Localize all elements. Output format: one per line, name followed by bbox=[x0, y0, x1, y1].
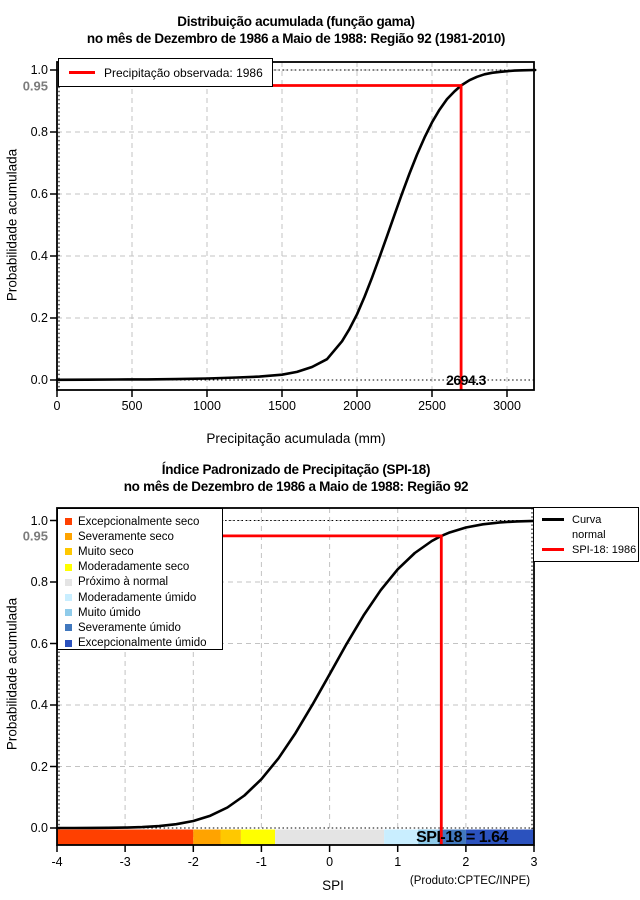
legend-item: Excepcionalmente seco bbox=[65, 514, 222, 529]
legend-swatch bbox=[65, 609, 72, 617]
category-band bbox=[220, 829, 241, 845]
legend-line-sample bbox=[542, 548, 564, 551]
y-tick-label: 0.2 bbox=[30, 311, 48, 325]
category-band bbox=[193, 829, 221, 845]
cdf-curve bbox=[55, 519, 536, 830]
prob-highlight-label: 0.95 bbox=[22, 78, 48, 93]
x-axis-label: SPI bbox=[322, 878, 344, 893]
legend-item: Severamente úmido bbox=[65, 620, 222, 635]
x-tick-label: 500 bbox=[121, 399, 143, 413]
legend-item-label: Moderadamente úmido bbox=[78, 591, 197, 604]
y-tick-label: 1.0 bbox=[30, 63, 48, 77]
legend-item-label: Excepcionalmente seco bbox=[78, 515, 200, 528]
category-legend: Excepcionalmente seco Severamente seco Mui… bbox=[57, 508, 223, 650]
x-tick-label: 2000 bbox=[343, 399, 371, 413]
y-tick-label: 0.6 bbox=[30, 636, 48, 651]
category-band bbox=[57, 829, 194, 845]
x-tick-label: 3000 bbox=[493, 399, 521, 413]
y-tick-label: 0.4 bbox=[30, 698, 48, 712]
footer-credit: (Produto:CPTEC/INPE) bbox=[409, 875, 531, 887]
legend-swatch bbox=[65, 639, 72, 647]
legend-item: Muito úmido bbox=[65, 605, 222, 620]
x-tick-label: 2 bbox=[462, 855, 470, 869]
legend-item: Moderadamente úmido bbox=[65, 590, 222, 605]
cdf-curve bbox=[55, 68, 537, 382]
plot-border bbox=[56, 61, 535, 391]
x-tick-label: 0 bbox=[326, 855, 334, 869]
curves-legend: Curva normal SPI-18: 1986 bbox=[533, 507, 639, 562]
y-axis-label: Probabilidade acumulada bbox=[4, 597, 20, 751]
y-tick-label: 0.0 bbox=[30, 821, 48, 835]
highlight-line bbox=[273, 84, 463, 390]
legend-item-label: Precipitação observada: 1986 bbox=[104, 65, 263, 80]
x-tick-label: 1500 bbox=[268, 399, 296, 413]
spi-value-label: SPI-18 = 1.64 bbox=[416, 829, 508, 846]
legend-line-sample bbox=[69, 71, 95, 74]
prob-highlight-label: 0.95 bbox=[22, 528, 48, 544]
x-tick-label: -1 bbox=[255, 855, 267, 869]
legend-item-label: Muito úmido bbox=[78, 606, 141, 619]
chart-title: Índice Padronizado de Precipitação (SPI-… bbox=[161, 462, 431, 477]
legend-swatch bbox=[65, 563, 72, 571]
y-tick-label: 0.2 bbox=[30, 759, 48, 774]
x-axis-label: Precipitação acumulada (mm) bbox=[206, 431, 386, 446]
legend-swatch bbox=[65, 518, 72, 526]
chart-subtitle: no mês de Dezembro de 1986 a Maio de 198… bbox=[86, 31, 506, 46]
y-axis-label: Probabilidade acumulada bbox=[4, 148, 20, 302]
x-tick-label: 2500 bbox=[418, 399, 446, 413]
legend-swatch bbox=[65, 548, 72, 556]
y-tick-label: 0.8 bbox=[30, 575, 48, 589]
category-band bbox=[418, 829, 439, 845]
x-tick-label: 1 bbox=[394, 855, 402, 869]
x-tick-label: 0 bbox=[53, 399, 61, 413]
plot-border bbox=[56, 507, 535, 846]
precip-value-label: 2694.3 bbox=[446, 372, 486, 388]
legend-item-label: Excepcionalmente úmido bbox=[78, 637, 207, 650]
x-tick-label: -3 bbox=[119, 855, 131, 869]
observed-legend: Precipitação observada: 1986 bbox=[58, 58, 273, 87]
y-tick-label: 0.6 bbox=[30, 187, 48, 201]
legend-item: SPI-18: 1986 bbox=[534, 542, 638, 557]
legend-swatch bbox=[65, 624, 72, 632]
legend-item: Muito seco bbox=[65, 544, 222, 559]
category-band bbox=[465, 829, 534, 845]
y-tick-label: 0.8 bbox=[30, 125, 48, 139]
legend-item: Moderadamente seco bbox=[65, 560, 222, 575]
legend-item-label: Muito seco bbox=[78, 545, 134, 558]
x-tick-label: 3 bbox=[530, 855, 538, 869]
legend-item-label: Severamente seco bbox=[78, 530, 174, 543]
category-band bbox=[275, 829, 385, 845]
legend-item-label: Severamente úmido bbox=[78, 621, 181, 634]
legend-item-label: Curva bbox=[572, 513, 602, 526]
legend-item: Excepcionalmente úmido bbox=[65, 636, 222, 651]
legend-item-label: SPI-18: 1986 bbox=[572, 543, 637, 556]
y-tick-label: 0.0 bbox=[30, 373, 48, 387]
legend-line-sample bbox=[542, 518, 564, 521]
chart-title: Distribuição acumulada (função gama) bbox=[177, 14, 415, 29]
legend-item: Severamente seco bbox=[65, 529, 222, 544]
x-tick-label: -2 bbox=[187, 855, 199, 869]
chart-subtitle: no mês de Dezembro de 1986 a Maio de 198… bbox=[123, 479, 469, 494]
legend-item-label: Próximo à normal bbox=[78, 576, 169, 589]
x-tick-label: -4 bbox=[51, 855, 63, 869]
x-tick-label: 1000 bbox=[193, 399, 221, 413]
y-tick-label: 1.0 bbox=[30, 513, 48, 528]
y-tick-label: 0.4 bbox=[30, 249, 48, 263]
legend-swatch bbox=[65, 533, 72, 541]
legend-item: normal bbox=[534, 527, 638, 542]
legend-item-label: normal bbox=[572, 528, 606, 541]
highlight-line bbox=[223, 534, 443, 845]
legend-item: Curva bbox=[534, 512, 638, 527]
legend-swatch bbox=[65, 594, 72, 602]
category-band bbox=[241, 829, 276, 845]
category-band bbox=[438, 829, 466, 845]
legend-swatch bbox=[65, 578, 72, 586]
legend-item: Próximo à normal bbox=[65, 575, 222, 590]
category-band bbox=[384, 829, 419, 845]
legend-item-label: Moderadamente seco bbox=[78, 561, 190, 574]
